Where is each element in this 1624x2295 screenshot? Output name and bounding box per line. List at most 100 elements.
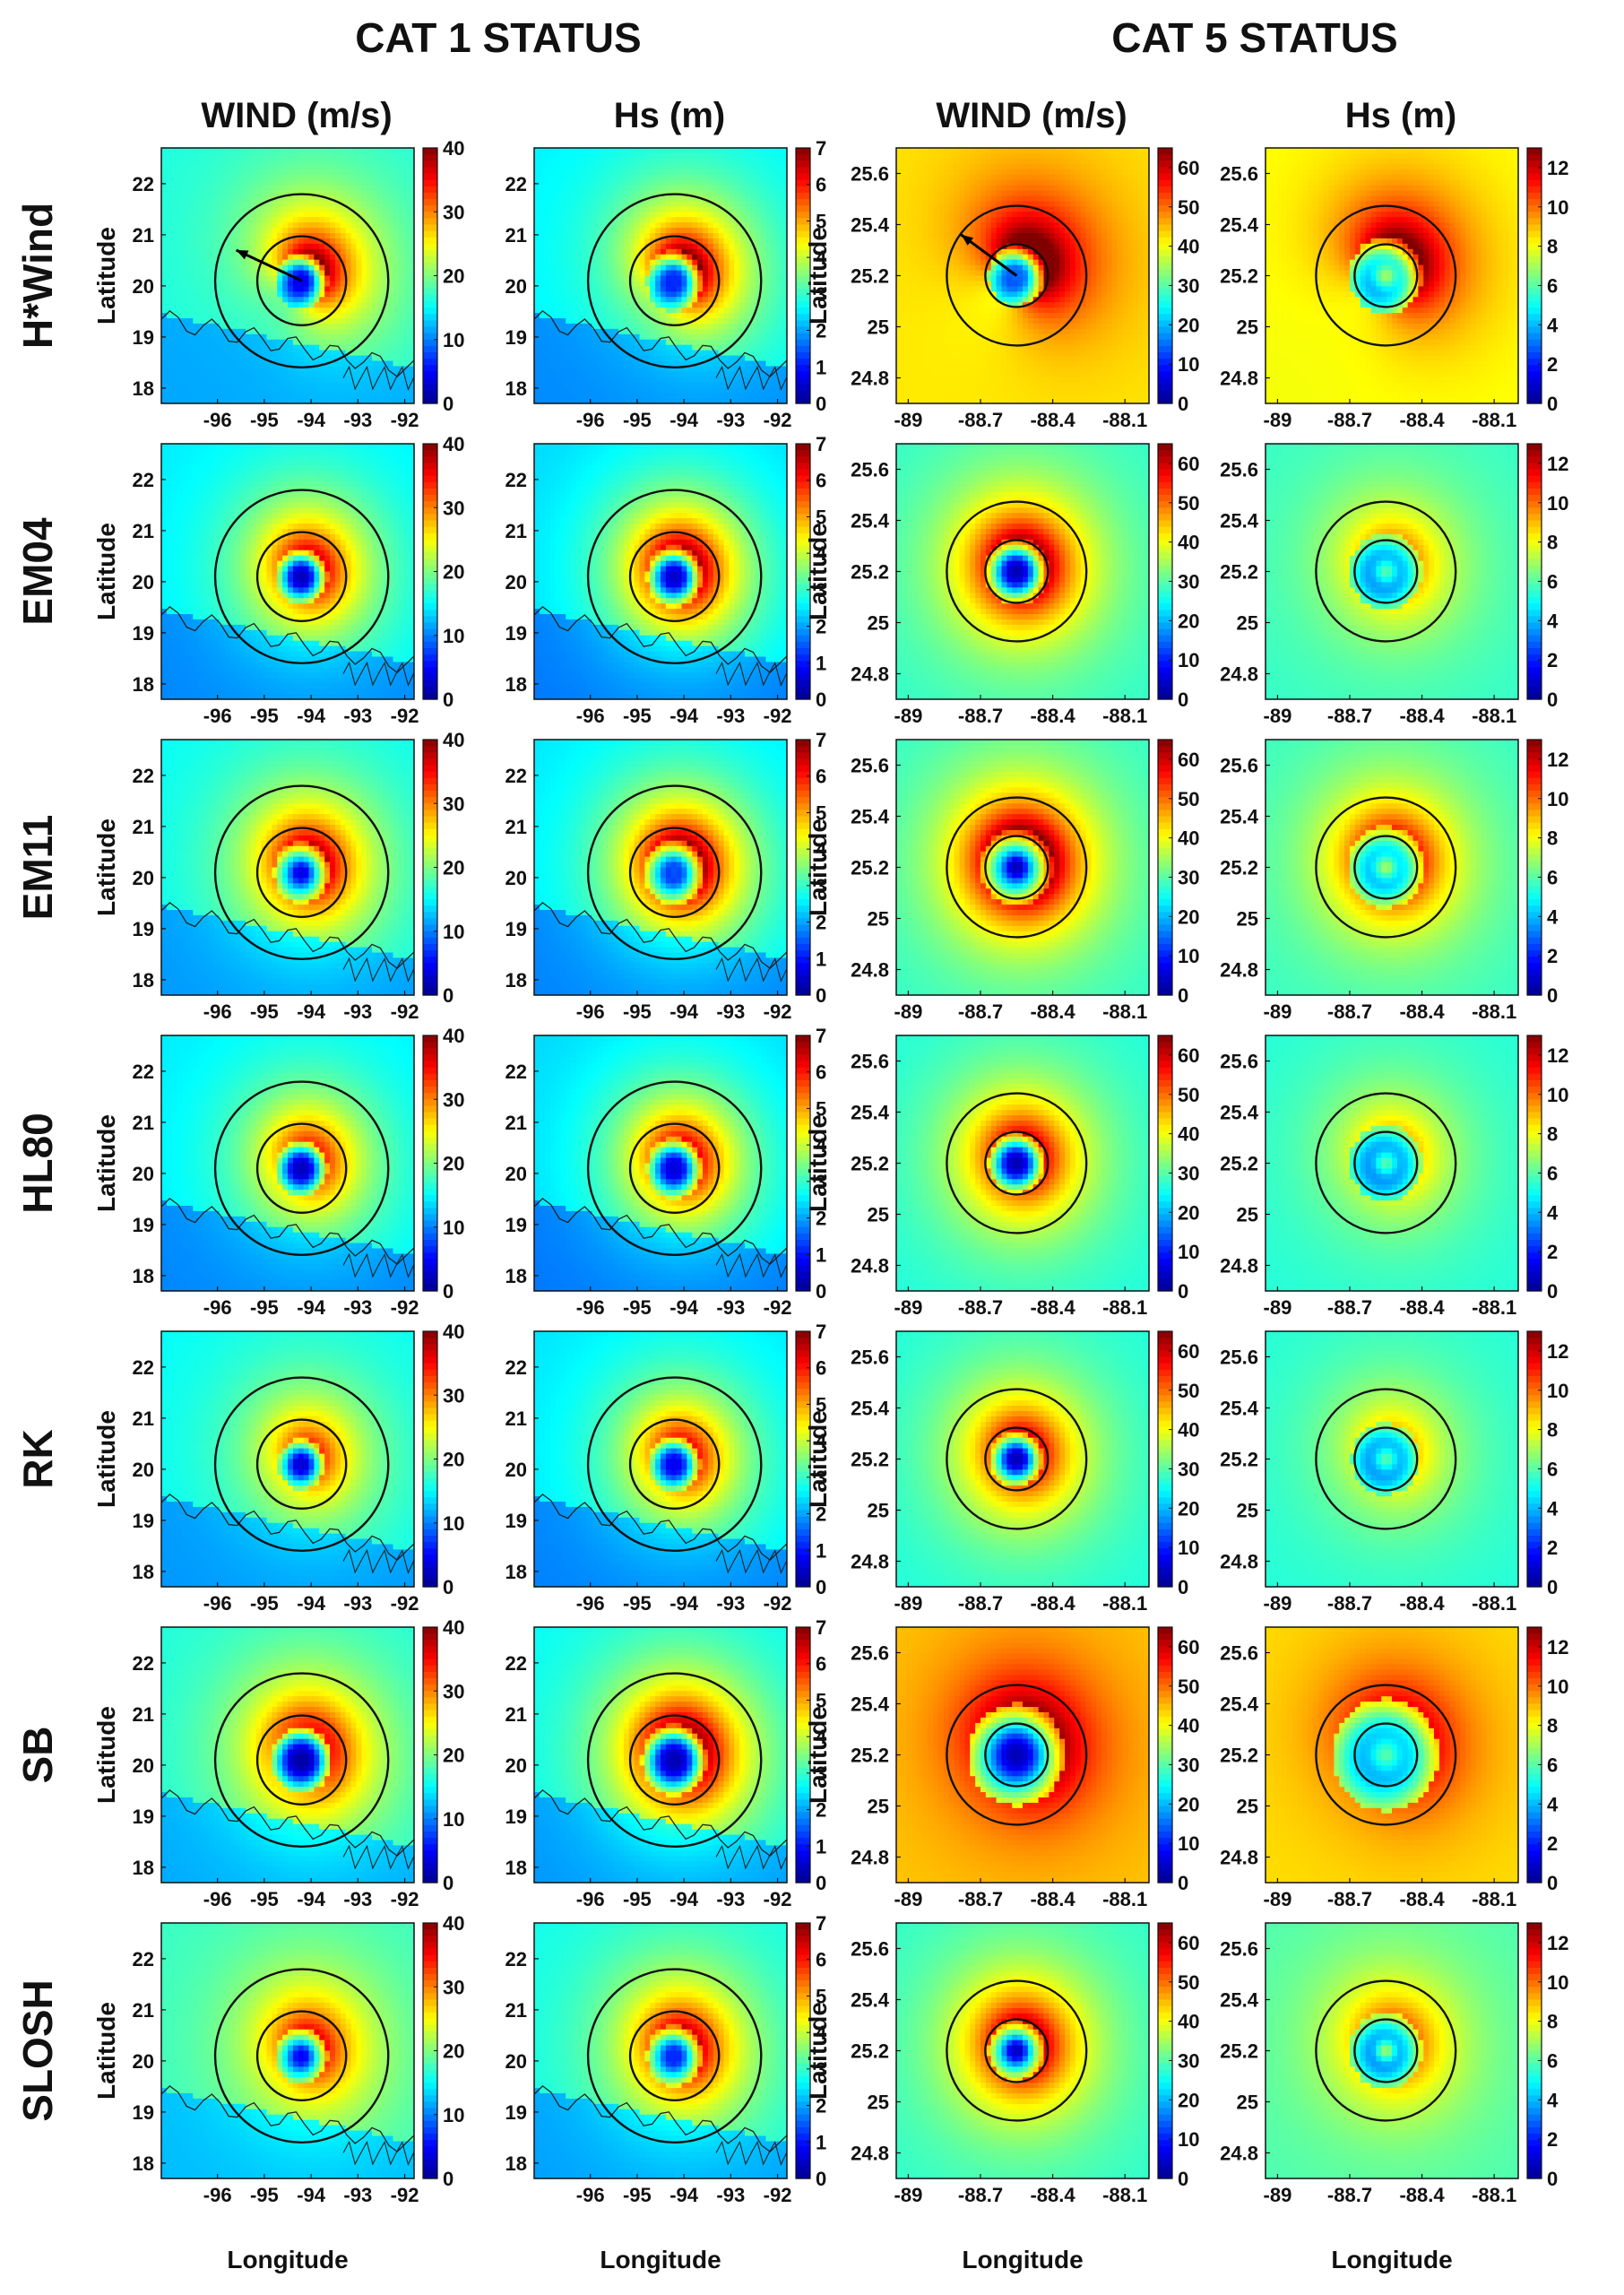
y-tick-label: 19 bbox=[133, 1510, 154, 1532]
x-tick-label: -94 bbox=[297, 1296, 326, 1319]
y-tick-label: 19 bbox=[505, 1214, 527, 1236]
y-tick-label: 18 bbox=[133, 2152, 154, 2175]
colorbar-tick-label: 10 bbox=[443, 329, 464, 351]
colorbar-tick-label: 6 bbox=[816, 174, 826, 196]
cat1-wind-panel-em11: -96 -95 -94 -93 -921819202122Latitude0102030… bbox=[92, 729, 464, 1023]
colorbar-tick-label: 10 bbox=[443, 2104, 464, 2126]
colorbar-tick-label: 30 bbox=[443, 1976, 464, 1998]
cat1-wind-panel-hl80: -96 -95 -94 -93 -921819202122Latitude0102030… bbox=[92, 1025, 464, 1319]
colorbar-tick-label: 60 bbox=[1178, 157, 1199, 179]
y-tick-label: 25.6 bbox=[851, 1347, 889, 1369]
latitude-label: Latitude bbox=[804, 818, 832, 916]
y-tick-label: 24.8 bbox=[851, 663, 889, 686]
y-tick-label: 24.8 bbox=[1220, 663, 1258, 686]
colorbar-tick-label: 0 bbox=[816, 1280, 826, 1303]
y-tick-label: 19 bbox=[133, 1214, 154, 1236]
colorbar-tick-label: 30 bbox=[1178, 866, 1199, 888]
cat1-wind-panel-slosh: -96 -95 -94 -93 -921819202122Latitude0102030… bbox=[92, 1912, 464, 2206]
colorbar-tick-label: 10 bbox=[443, 921, 464, 943]
x-tick-label: -96 bbox=[576, 1000, 605, 1023]
x-tick-label: -94 bbox=[669, 2184, 699, 2206]
colorbar-tick-label: 8 bbox=[1547, 1123, 1558, 1146]
y-tick-label: 25.6 bbox=[851, 1051, 889, 1073]
colorbar-tick-label: 10 bbox=[1547, 1380, 1568, 1402]
column-title-4: Hs (m) bbox=[1345, 96, 1456, 135]
y-tick-label: 24.8 bbox=[851, 959, 889, 982]
x-tick-label: -88.7 bbox=[958, 2184, 1003, 2206]
x-tick-label: -88.4 bbox=[1399, 1000, 1445, 1023]
colorbar-tick-label: 60 bbox=[1178, 453, 1199, 475]
x-tick-label: -92 bbox=[764, 1000, 792, 1023]
y-tick-label: 22 bbox=[505, 1356, 527, 1379]
cat5-hs-panel-slosh: -89 -88.7 -88.4 -88.124.82525.225.425.60246… bbox=[1220, 1923, 1568, 2206]
colorbar-tick-label: 1 bbox=[816, 356, 826, 378]
x-tick-label: -95 bbox=[250, 1000, 279, 1023]
x-tick-label: -92 bbox=[391, 705, 419, 727]
colorbar-tick-label: 40 bbox=[443, 1912, 464, 1935]
y-tick-label: 25.4 bbox=[851, 214, 890, 237]
colorbar-tick-label: 40 bbox=[443, 137, 464, 160]
x-tick-label: -93 bbox=[716, 409, 745, 431]
colorbar-tick-label: 7 bbox=[816, 137, 826, 160]
y-tick-label: 25.6 bbox=[1220, 1938, 1258, 1961]
row-label-em11: EM11 bbox=[14, 815, 61, 921]
colorbar-tick-label: 0 bbox=[816, 1872, 826, 1894]
colorbar-tick-label: 4 bbox=[1547, 314, 1559, 336]
field-heatmap bbox=[1266, 1923, 1519, 2179]
colorbar-tick-label: 60 bbox=[1178, 1340, 1199, 1363]
x-tick-label: -92 bbox=[391, 1000, 419, 1023]
latitude-label: Latitude bbox=[92, 227, 120, 325]
colorbar-tick-label: 20 bbox=[1178, 610, 1199, 632]
x-tick-label: -88.7 bbox=[958, 1888, 1003, 1910]
x-tick-label: -92 bbox=[391, 2184, 419, 2206]
colorbar-tick-label: 30 bbox=[443, 1680, 464, 1702]
x-tick-label: -89 bbox=[1264, 1296, 1292, 1319]
y-tick-label: 19 bbox=[133, 1806, 154, 1828]
colorbar-tick-label: 30 bbox=[443, 792, 464, 815]
x-tick-label: -96 bbox=[576, 1888, 605, 1910]
x-tick-label: -95 bbox=[250, 1888, 279, 1910]
colorbar-tick-label: 30 bbox=[1178, 1458, 1199, 1480]
colorbar-tick-label: 6 bbox=[816, 1949, 826, 1971]
longitude-label-col-3: Longitude bbox=[962, 2246, 1083, 2273]
colorbar-tick-label: 10 bbox=[443, 1808, 464, 1831]
colorbar-tick-label: 0 bbox=[443, 1576, 454, 1598]
field-heatmap bbox=[896, 444, 1150, 700]
x-tick-label: -88.4 bbox=[1399, 1296, 1445, 1319]
latitude-label: Latitude bbox=[804, 523, 832, 620]
y-tick-label: 24.8 bbox=[851, 1255, 889, 1277]
colorbar-tick-label: 40 bbox=[443, 433, 464, 455]
y-tick-label: 21 bbox=[133, 520, 154, 542]
y-tick-label: 18 bbox=[505, 673, 527, 696]
y-tick-label: 24.8 bbox=[851, 1551, 889, 1573]
colorbar-tick-label: 40 bbox=[443, 1025, 464, 1047]
colorbar-tick-label: 4 bbox=[1547, 1497, 1559, 1520]
y-tick-label: 19 bbox=[505, 622, 527, 645]
colorbar-tick-label: 10 bbox=[1178, 1832, 1199, 1855]
x-tick-label: -95 bbox=[623, 1296, 652, 1319]
colorbar-tick-label: 60 bbox=[1178, 1044, 1199, 1067]
y-tick-label: 21 bbox=[505, 520, 527, 542]
colorbar-tick-label: 20 bbox=[443, 857, 464, 879]
y-tick-label: 25.4 bbox=[1220, 1693, 1259, 1716]
y-tick-label: 18 bbox=[505, 969, 527, 992]
y-tick-label: 25.4 bbox=[1220, 1989, 1259, 2012]
y-tick-label: 18 bbox=[133, 1561, 154, 1583]
x-tick-label: -93 bbox=[343, 1592, 372, 1615]
y-tick-label: 25.2 bbox=[1220, 1745, 1258, 1767]
colorbar-tick-label: 10 bbox=[1178, 1537, 1199, 1559]
colorbar-tick-label: 0 bbox=[1178, 984, 1188, 1007]
latitude-label: Latitude bbox=[92, 1706, 120, 1804]
cat5-hs-panel-hl80: -89 -88.7 -88.4 -88.124.82525.225.425.60246… bbox=[1220, 1035, 1568, 1319]
colorbar-tick-label: 12 bbox=[1547, 749, 1568, 771]
cat5-hs-panel-sb: -89 -88.7 -88.4 -88.124.82525.225.425.60246… bbox=[1220, 1627, 1568, 1910]
x-tick-label: -93 bbox=[343, 2184, 372, 2206]
y-tick-label: 25 bbox=[868, 1796, 889, 1818]
colorbar-tick-label: 0 bbox=[443, 393, 454, 415]
y-tick-label: 25.2 bbox=[1220, 561, 1258, 584]
y-tick-label: 24.8 bbox=[1220, 1847, 1258, 1869]
x-tick-label: -89 bbox=[1264, 705, 1292, 727]
x-tick-label: -96 bbox=[203, 1296, 232, 1319]
